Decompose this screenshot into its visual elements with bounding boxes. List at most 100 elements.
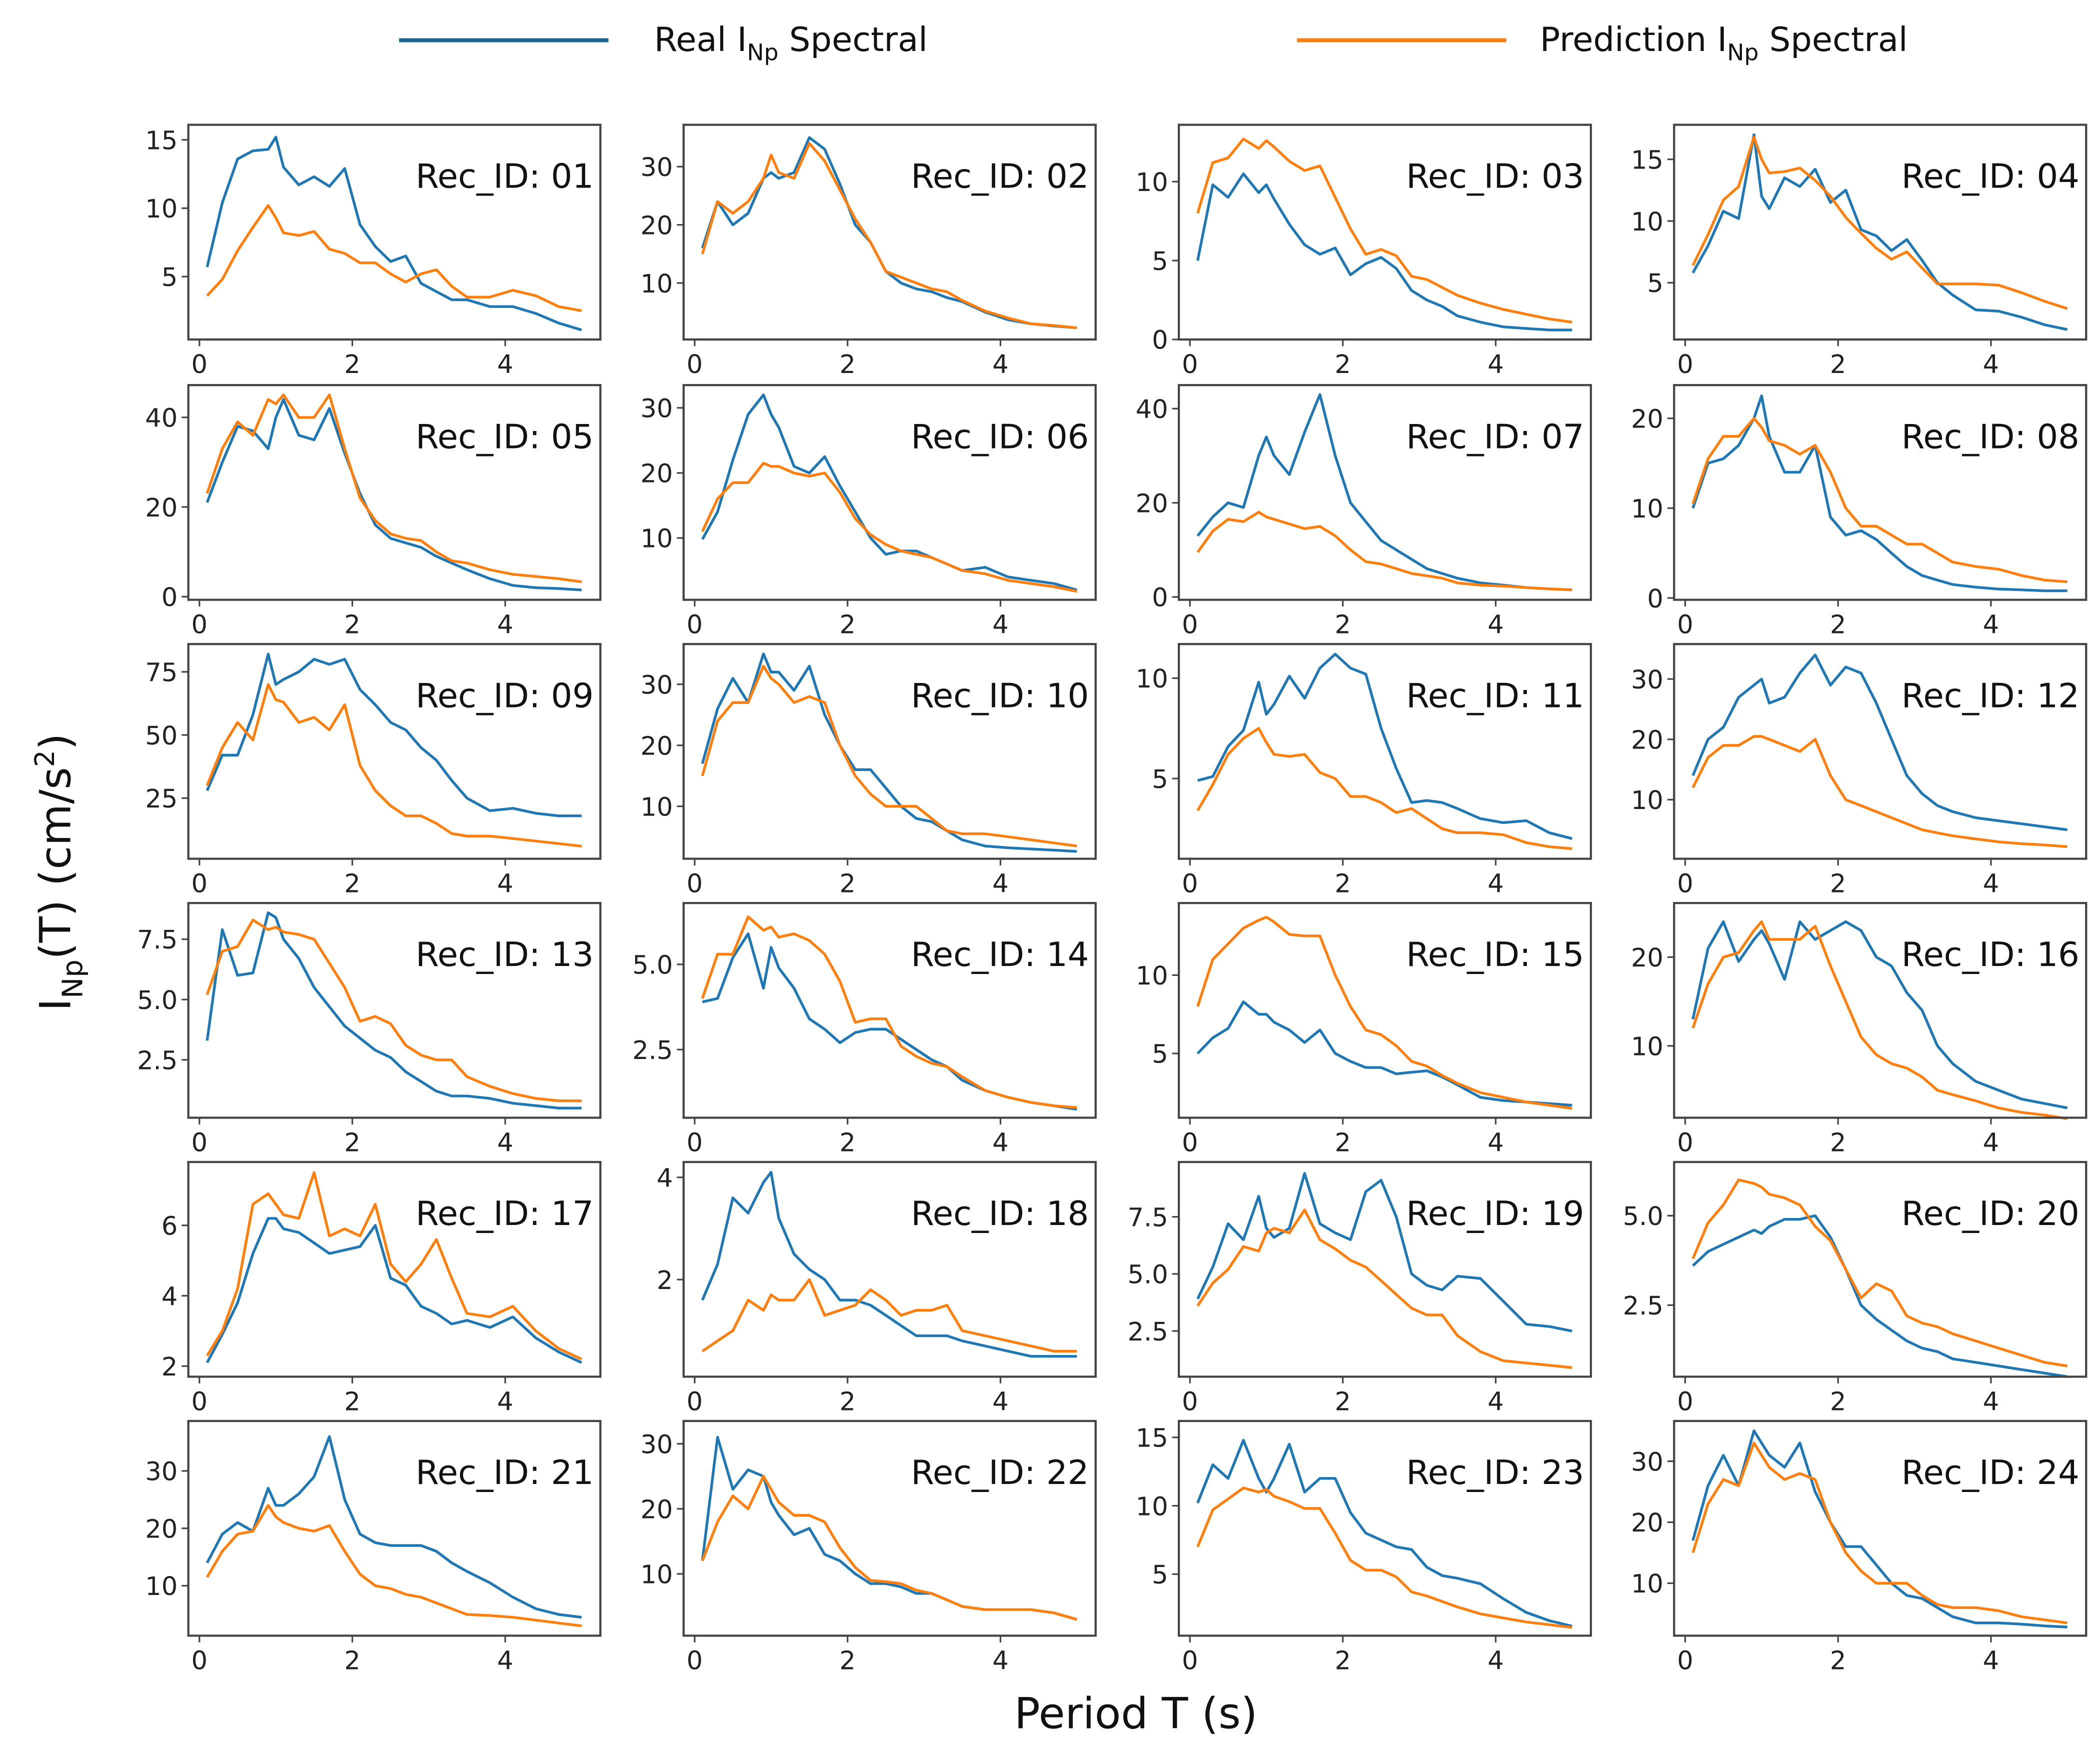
x-tick-label: 2 — [344, 350, 360, 380]
x-tick-label: 4 — [1983, 870, 1999, 899]
real-series-line — [701, 1170, 1077, 1358]
x-tick-label: 0 — [1677, 610, 1693, 640]
prediction-series-line — [1691, 1442, 2068, 1624]
y-tick-label: 25 — [145, 784, 178, 814]
prediction-series-line — [701, 664, 1077, 848]
plot-area — [683, 903, 1096, 1118]
y-tick-label: 10 — [1631, 1032, 1663, 1062]
axes-frame — [1177, 902, 1592, 1119]
subplot-4: 0 2 4 5 10 15 Rec_ID: 04 — [1631, 124, 2087, 380]
x-tick-label: 4 — [497, 1128, 513, 1158]
subplot-title: Rec_ID: 05 — [416, 417, 594, 456]
subplot-9: 0 2 4 25 50 75 Rec_ID: 09 — [145, 643, 602, 899]
plot-area — [1179, 124, 1591, 340]
subplot-2: 0 2 4 10 20 30 Rec_ID: 02 — [641, 124, 1097, 380]
x-tick-label: 0 — [1182, 1388, 1198, 1417]
y-tick-label: 10 — [145, 1572, 178, 1602]
prediction-series-line — [1196, 726, 1572, 850]
subplot-19: 0 2 4 2.5 5.0 7.5 Rec_ID: 19 — [1128, 1160, 1592, 1417]
real-series-line — [206, 911, 582, 1110]
x-tick-label: 4 — [497, 870, 513, 899]
prediction-series-line — [1196, 138, 1572, 324]
x-tick-label: 0 — [1182, 1646, 1198, 1676]
axes-frame — [682, 1420, 1097, 1637]
x-tick-label: 2 — [344, 870, 360, 899]
subplot-1: 0 2 4 5 10 15 Rec_ID: 01 — [145, 124, 602, 380]
x-tick-label: 4 — [1983, 350, 1999, 380]
prediction-series-line — [1196, 1486, 1572, 1629]
x-tick-label: 2 — [1335, 1128, 1351, 1158]
y-tick-label: 75 — [145, 658, 178, 688]
y-tick-label: 2.5 — [1128, 1318, 1168, 1347]
x-tick-label: 0 — [1677, 1388, 1693, 1417]
x-tick-label: 0 — [192, 610, 208, 640]
prediction-series-line — [206, 394, 582, 584]
y-tick-label: 5.0 — [137, 986, 178, 1016]
y-tick-label: 30 — [145, 1458, 178, 1487]
x-tick-label: 2 — [1335, 1646, 1351, 1676]
y-tick-label: 10 — [641, 270, 673, 299]
x-tick-label: 2 — [840, 1388, 856, 1417]
legend-real-label: Real INp Spectral — [654, 20, 928, 66]
axes-frame — [1673, 643, 2087, 860]
real-series-line — [1691, 654, 2068, 832]
subplot-22: 0 2 4 10 20 30 Rec_ID: 22 — [641, 1420, 1097, 1676]
prediction-series-line — [1691, 1178, 2068, 1368]
axes-frame — [1673, 902, 2087, 1119]
y-tick-label: 5 — [1152, 765, 1168, 794]
prediction-series-line — [701, 1278, 1077, 1353]
x-tick-label: 4 — [497, 610, 513, 640]
plot-area — [1179, 1162, 1591, 1377]
subplot-title: Rec_ID: 17 — [416, 1194, 594, 1233]
y-tick-label: 5.0 — [1623, 1202, 1663, 1232]
subplot-title: Rec_ID: 01 — [416, 157, 594, 196]
plot-area — [188, 644, 601, 859]
real-series-line — [701, 652, 1077, 853]
subplot-title: Rec_ID: 19 — [1406, 1194, 1584, 1233]
y-tick-label: 10 — [1631, 208, 1663, 237]
y-tick-label: 5 — [1152, 1040, 1168, 1070]
y-tick-label: 5.0 — [1128, 1260, 1168, 1290]
x-tick-label: 0 — [687, 1388, 703, 1417]
x-tick-label: 4 — [992, 870, 1008, 899]
prediction-series-line — [1691, 920, 2068, 1120]
subplot-title: Rec_ID: 16 — [1901, 935, 2079, 974]
plot-area — [188, 385, 601, 600]
y-tick-label: 5 — [162, 263, 178, 292]
y-tick-label: 4 — [162, 1282, 178, 1312]
x-tick-label: 0 — [1182, 870, 1198, 899]
y-tick-label: 30 — [641, 394, 673, 424]
subplot-6: 0 2 4 10 20 30 Rec_ID: 06 — [641, 384, 1097, 640]
x-tick-label: 2 — [840, 1128, 856, 1158]
real-series-line — [1196, 393, 1572, 592]
subplot-title: Rec_ID: 04 — [1901, 157, 2079, 196]
plot-area — [683, 1162, 1096, 1377]
x-tick-label: 0 — [1182, 350, 1198, 380]
subplot-title: Rec_ID: 09 — [416, 676, 594, 715]
subplot-12: 0 2 4 10 20 30 Rec_ID: 12 — [1631, 643, 2087, 899]
axes-frame — [1673, 1160, 2087, 1378]
subplot-21: 0 2 4 10 20 30 Rec_ID: 21 — [145, 1420, 602, 1676]
subplot-16: 0 2 4 10 20 Rec_ID: 16 — [1631, 902, 2087, 1158]
real-series-line — [1197, 652, 1573, 840]
prediction-series-line — [701, 1474, 1077, 1621]
subplot-title: Rec_ID: 02 — [911, 157, 1089, 196]
subplot-title: Rec_ID: 07 — [1406, 417, 1584, 456]
prediction-series-line — [701, 142, 1077, 330]
y-tick-label: 0 — [1152, 326, 1168, 356]
x-tick-label: 0 — [1677, 350, 1693, 380]
x-tick-label: 0 — [192, 1388, 208, 1417]
x-tick-label: 0 — [687, 610, 703, 640]
x-tick-label: 2 — [1830, 870, 1846, 899]
subplot-title: Rec_ID: 24 — [1901, 1453, 2079, 1492]
prediction-series-line — [1196, 916, 1572, 1110]
y-tick-label: 2 — [657, 1266, 673, 1296]
subplot-title: Rec_ID: 14 — [911, 935, 1089, 974]
x-tick-label: 0 — [192, 1128, 208, 1158]
subplot-14: 0 2 4 2.5 5.0 Rec_ID: 14 — [632, 902, 1097, 1158]
real-series-line — [1196, 1000, 1572, 1107]
y-tick-label: 2.5 — [1623, 1292, 1663, 1321]
y-tick-label: 15 — [1631, 146, 1663, 175]
x-tick-label: 4 — [992, 1646, 1008, 1676]
